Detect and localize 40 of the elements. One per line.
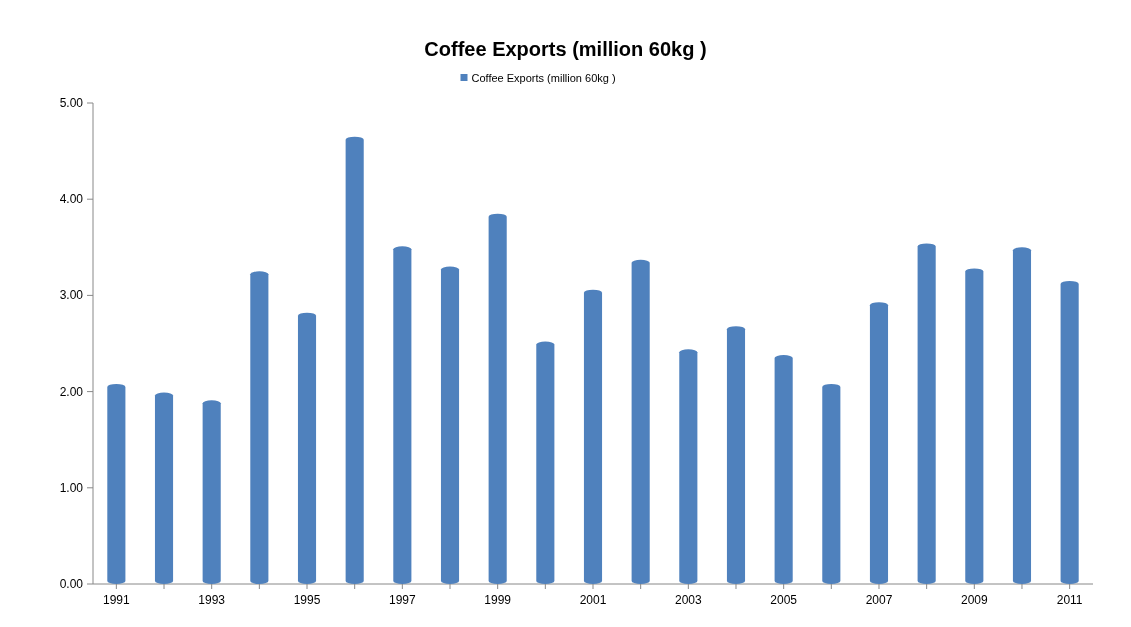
x-tick-label: 2007 — [865, 593, 893, 607]
bar — [726, 326, 746, 584]
bar — [917, 243, 936, 584]
y-tick-label: 1.00 — [59, 480, 84, 495]
bar — [250, 271, 269, 584]
bar — [965, 268, 984, 584]
legend-label: Coffee Exports (million 60kg ) — [471, 72, 616, 84]
x-tick-label: 1995 — [293, 593, 321, 607]
x-tick-label: 1991 — [103, 593, 131, 607]
x-tick-label: 2003 — [674, 593, 702, 607]
bar — [107, 383, 126, 584]
x-tick-label: 1999 — [484, 593, 512, 607]
bar — [774, 355, 793, 584]
bar — [154, 392, 174, 584]
x-tick-label: 2009 — [960, 593, 988, 607]
bar — [393, 246, 412, 584]
y-tick-label: 5.00 — [59, 96, 84, 110]
bar — [202, 400, 221, 584]
x-tick-label: 2011 — [1056, 593, 1083, 607]
bar — [631, 259, 650, 584]
bar — [679, 349, 698, 584]
bar — [488, 213, 507, 584]
bar — [869, 302, 889, 584]
x-tick-label: 2001 — [579, 593, 607, 607]
y-tick-label: 2.00 — [59, 384, 84, 399]
bar — [583, 289, 603, 584]
chart-title: Coffee Exports (million 60kg ) — [424, 38, 707, 60]
x-tick-label: 2005 — [770, 593, 798, 607]
bar — [536, 341, 555, 584]
y-tick-label: 3.00 — [59, 288, 84, 303]
bar — [440, 266, 460, 584]
bar — [345, 136, 364, 584]
y-tick-label: 4.00 — [59, 192, 84, 207]
bar — [1012, 247, 1032, 584]
bar — [297, 312, 317, 584]
x-tick-label: 1997 — [388, 593, 417, 607]
bar — [822, 383, 841, 584]
bar — [1060, 280, 1079, 584]
y-tick-label: 0.00 — [59, 577, 84, 591]
x-tick-label: 1993 — [198, 593, 226, 607]
